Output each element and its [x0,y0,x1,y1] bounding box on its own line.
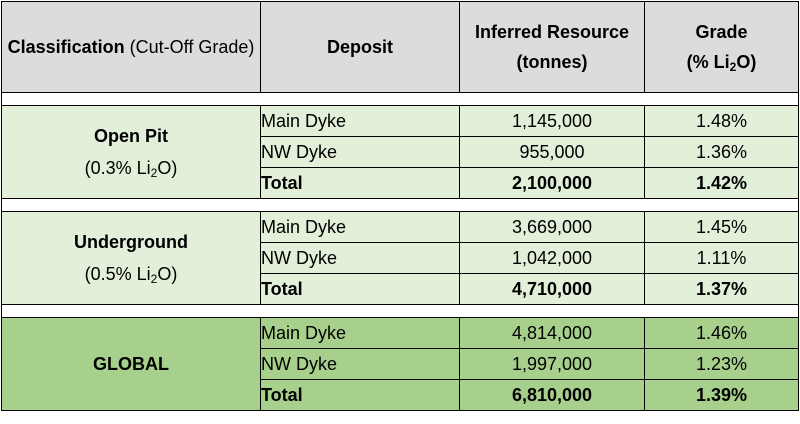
underground-classification-cell: Underground (0.5% Li2O) [1,211,261,305]
tonnes-cell: 1,145,000 [459,105,645,137]
deposit-cell: NW Dyke [260,242,460,274]
open-pit-classification-cell: Open Pit (0.3% Li2O) [1,105,261,199]
underground-cutoff-suffix: O) [157,264,178,284]
resource-header-line1: Inferred Resource [474,22,630,42]
deposit-cell: Main Dyke [260,105,460,137]
grade-cell: 1.23% [644,348,799,380]
table-row: Underground (0.5% Li2O) Main Dyke 3,669,… [1,211,799,305]
spacer-cell [1,198,799,212]
underground-cutoff: (0.5% Li2O) [2,258,260,290]
deposit-cell: Total [260,273,460,305]
tonnes-cell: 4,710,000 [459,273,645,305]
global-classification-cell: GLOBAL [1,317,261,411]
underground-cutoff-prefix: (0.5% Li [84,264,151,284]
resource-header: Inferred Resource (tonnes) [459,1,645,93]
classification-header: Classification (Cut-Off Grade) [1,1,261,93]
table-row: NW Dyke 955,000 1.36% [2,136,799,168]
deposit-cell: Main Dyke [260,317,460,349]
spacer-cell [1,304,799,318]
grade-cell: 1.37% [644,273,799,305]
grade-cell: 1.11% [644,242,799,274]
total-row: Total 6,810,000 1.39% [2,379,799,411]
table-row: NW Dyke 1,042,000 1.11% [2,242,799,274]
grade-cell: 1.39% [644,379,799,411]
spacer-row [1,304,799,318]
resource-table: Classification (Cut-Off Grade) Deposit I… [1,1,799,411]
underground-cutoff-subscript: 2 [150,272,158,286]
spacer-row [1,92,799,106]
table-row: GLOBAL Main Dyke 4,814,000 1.46% [1,317,799,411]
tonnes-cell: 1,042,000 [459,242,645,274]
grade-header-line1: Grade [695,22,748,42]
resource-header-line2: (tonnes) [516,52,588,72]
open-pit-title: Open Pit [93,126,168,146]
spacer-row [1,198,799,212]
classification-header-note: (Cut-Off Grade) [129,37,255,57]
table-row: NW Dyke 1,997,000 1.23% [2,348,799,380]
grade-header-subscript: 2 [729,60,737,74]
grade-cell: 1.42% [644,167,799,199]
open-pit-cutoff-suffix: O) [157,158,178,178]
grade-header: Grade (% Li2O) [644,1,799,93]
table-row: Open Pit (0.3% Li2O) Main Dyke 1,145,000… [1,105,799,199]
deposit-cell: Total [260,167,460,199]
open-pit-cutoff-prefix: (0.3% Li [84,158,151,178]
header-row: Classification (Cut-Off Grade) Deposit I… [1,1,799,93]
underground-title: Underground [74,232,188,252]
deposit-cell: NW Dyke [260,136,460,168]
tonnes-cell: 3,669,000 [459,211,645,243]
grade-header-line2: (% Li2O) [645,47,798,77]
grade-header-prefix: (% Li [686,52,730,72]
deposit-cell: NW Dyke [260,348,460,380]
tonnes-cell: 1,997,000 [459,348,645,380]
spacer-cell [1,92,799,106]
deposit-cell: Total [260,379,460,411]
grade-cell: 1.45% [644,211,799,243]
tonnes-cell: 4,814,000 [459,317,645,349]
open-pit-cutoff: (0.3% Li2O) [2,152,260,184]
grade-cell: 1.36% [644,136,799,168]
tonnes-cell: 2,100,000 [459,167,645,199]
deposit-cell: Main Dyke [260,211,460,243]
total-row: Total 2,100,000 1.42% [2,167,799,199]
tonnes-cell: 955,000 [459,136,645,168]
deposit-header: Deposit [260,1,460,93]
open-pit-cutoff-subscript: 2 [150,166,158,180]
grade-cell: 1.48% [644,105,799,137]
classification-header-label: Classification [7,37,125,57]
tonnes-cell: 6,810,000 [459,379,645,411]
grade-cell: 1.46% [644,317,799,349]
grade-header-suffix: O) [736,52,757,72]
